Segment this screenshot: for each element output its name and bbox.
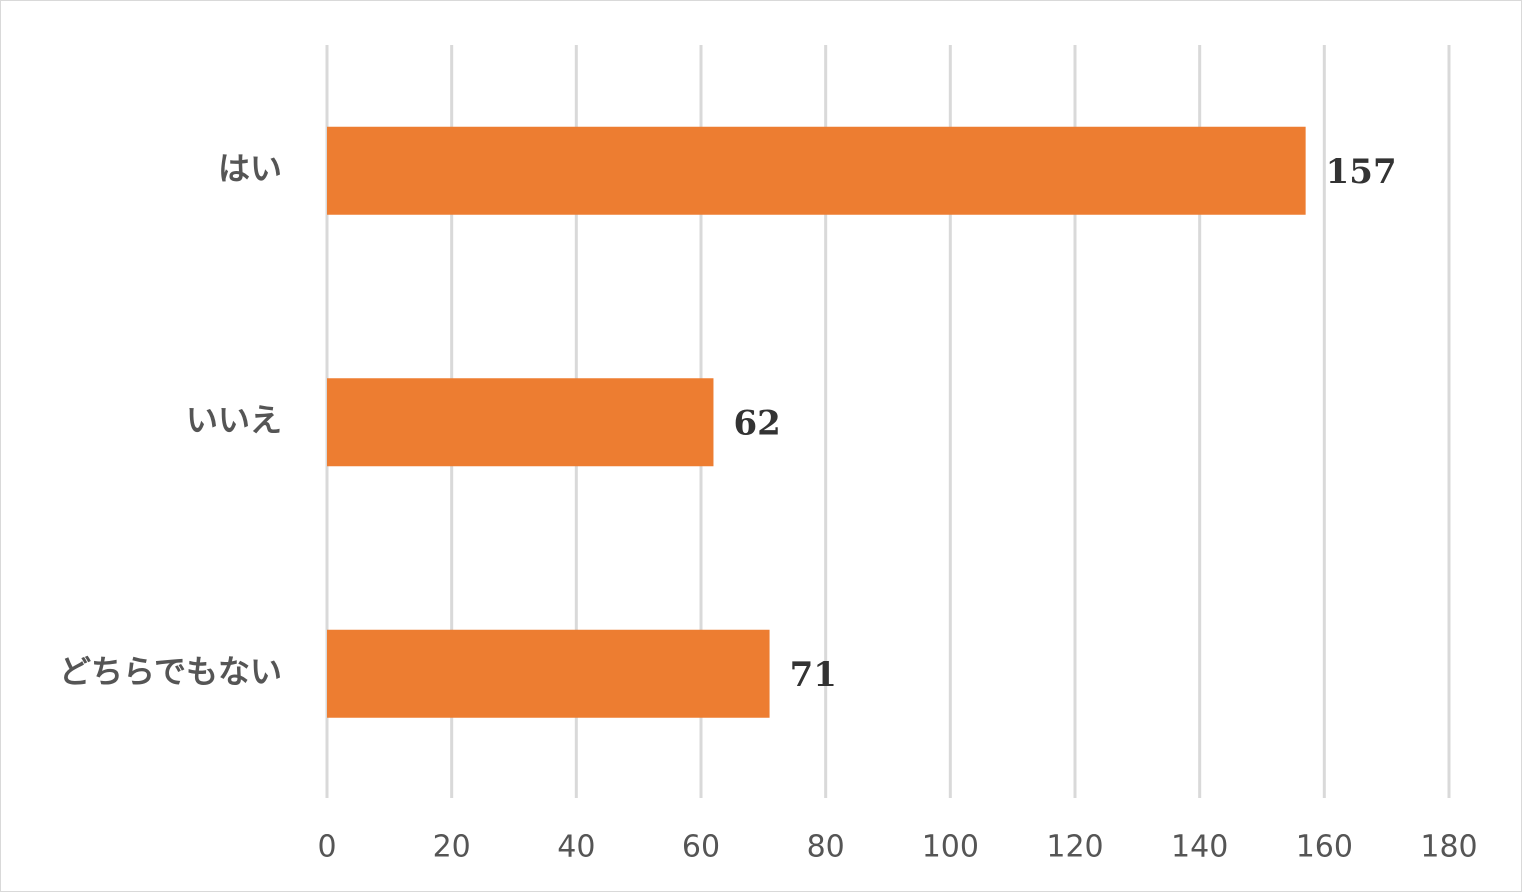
value-label: 71 [790,655,837,695]
x-tick-label: 0 [317,830,336,865]
x-tick-label: 180 [1420,830,1477,865]
bar [327,126,1306,215]
value-label: 62 [733,403,780,443]
x-tick-label: 80 [807,830,845,865]
x-tick-label: 160 [1296,830,1353,865]
y-tick-label: はい [218,149,282,187]
y-tick-label: いいえ [186,401,282,439]
x-tick-label: 20 [433,830,471,865]
x-tick-label: 100 [922,830,979,865]
bar [327,629,770,718]
x-tick-label: 60 [682,830,720,865]
y-tick-label: どちらでもない [59,652,282,690]
bar [327,378,714,467]
value-label: 157 [1326,152,1397,192]
x-tick-label: 40 [557,830,595,865]
x-tick-label: 120 [1046,830,1103,865]
x-tick-label: 140 [1171,830,1228,865]
